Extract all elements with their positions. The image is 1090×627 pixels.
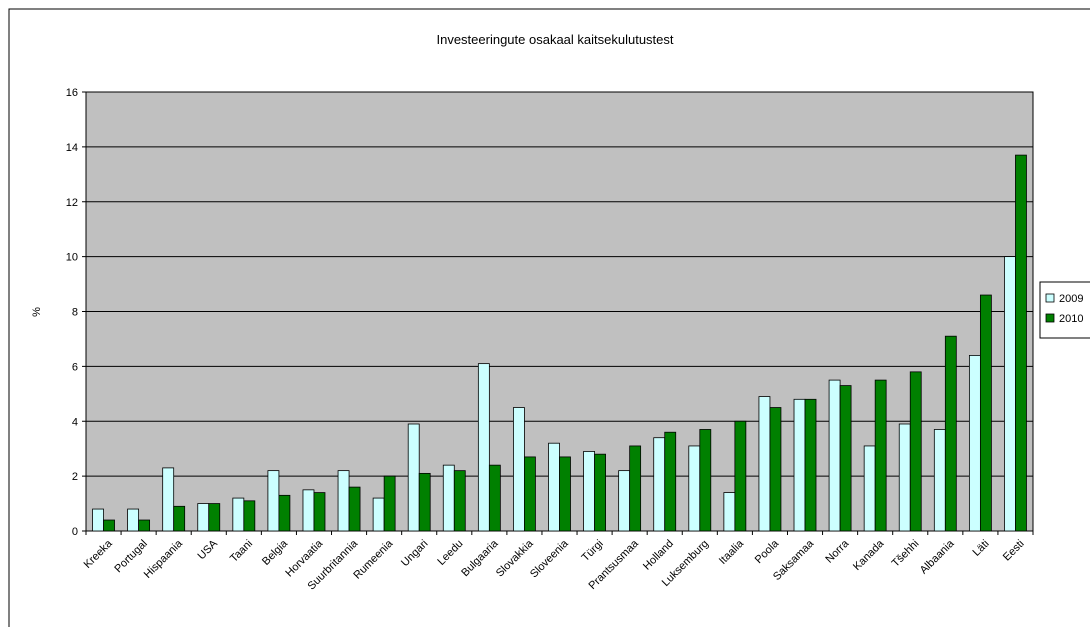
- bar-2009-7: [337, 470, 350, 532]
- bar-2010-1: [138, 519, 151, 532]
- bar-2009-20: [793, 398, 806, 532]
- bar-2010-13: [559, 456, 571, 532]
- y-tick-label: 16: [66, 87, 78, 99]
- bar-2009-4: [232, 497, 245, 532]
- bar-2009-3: [197, 503, 210, 532]
- bar-2010-26: [1015, 154, 1027, 532]
- y-axis-label: %: [31, 307, 43, 317]
- bar-2010-0: [103, 519, 115, 532]
- bar-2010-24: [944, 335, 957, 532]
- bar-2009-15: [618, 470, 631, 532]
- bar-2010-3: [208, 503, 221, 532]
- bar-2010-19: [769, 407, 782, 532]
- bar-2009-1: [127, 508, 140, 532]
- bar-2010-25: [979, 294, 992, 532]
- chart-title: Investeeringute osakaal kaitsekulutustes…: [436, 32, 673, 47]
- bar-2010-12: [524, 456, 536, 532]
- bar-2010-9: [418, 472, 431, 532]
- legend-swatch-2010: [1045, 313, 1055, 323]
- bar-2009-14: [583, 451, 595, 532]
- legend-swatch-2009: [1045, 293, 1055, 303]
- bar-2009-19: [758, 396, 771, 532]
- bar-2010-8: [383, 475, 396, 532]
- bar-2009-11: [477, 363, 490, 532]
- bar-2010-6: [313, 492, 326, 532]
- bar-2010-14: [594, 453, 606, 532]
- y-tick-label: 4: [72, 416, 78, 428]
- y-tick-label: 2: [72, 471, 78, 483]
- y-tick-label: 8: [72, 307, 78, 319]
- bar-2010-10: [453, 470, 466, 532]
- bar-2009-23: [898, 423, 911, 532]
- legend-label-2010: 2010: [1059, 313, 1083, 325]
- bar-2010-17: [699, 429, 712, 532]
- y-tick-label: 10: [66, 252, 78, 264]
- legend-box: [1039, 281, 1090, 339]
- y-tick-label: 12: [66, 197, 78, 209]
- bar-2010-7: [348, 486, 361, 532]
- y-tick-label: 6: [72, 361, 78, 373]
- bar-2009-17: [688, 445, 701, 532]
- bar-2010-11: [488, 464, 501, 532]
- bar-2009-24: [933, 429, 946, 532]
- bar-2009-25: [968, 354, 981, 532]
- bar-2009-2: [162, 467, 175, 532]
- bar-2009-26: [1004, 256, 1016, 532]
- bar-2010-21: [839, 385, 852, 532]
- bar-2009-6: [302, 489, 315, 532]
- y-tick-label: 14: [66, 142, 78, 154]
- legend: 2009 2010: [1039, 281, 1090, 339]
- legend-label-2009: 2009: [1059, 293, 1083, 305]
- bar-2009-5: [267, 470, 280, 532]
- bar-2010-22: [874, 379, 887, 532]
- bar-2009-18: [723, 492, 736, 532]
- bar-2010-15: [629, 445, 642, 532]
- bar-2009-9: [407, 423, 420, 532]
- bar-2009-22: [863, 445, 876, 532]
- bar-2010-5: [278, 494, 291, 532]
- bar-2009-16: [653, 437, 666, 532]
- y-tick-label: 0: [72, 526, 78, 538]
- bar-2009-8: [372, 497, 385, 532]
- bar-2009-21: [828, 379, 841, 532]
- bar-2009-13: [548, 442, 560, 532]
- bar-2010-20: [804, 398, 817, 532]
- bar-2009-0: [92, 508, 104, 532]
- bar-2009-10: [442, 464, 455, 532]
- bar-2010-2: [173, 505, 186, 532]
- bar-2010-4: [243, 500, 256, 532]
- bar-2009-12: [513, 407, 525, 532]
- bar-2010-16: [664, 431, 677, 532]
- bar-2010-23: [909, 371, 922, 532]
- bar-2010-18: [734, 420, 747, 532]
